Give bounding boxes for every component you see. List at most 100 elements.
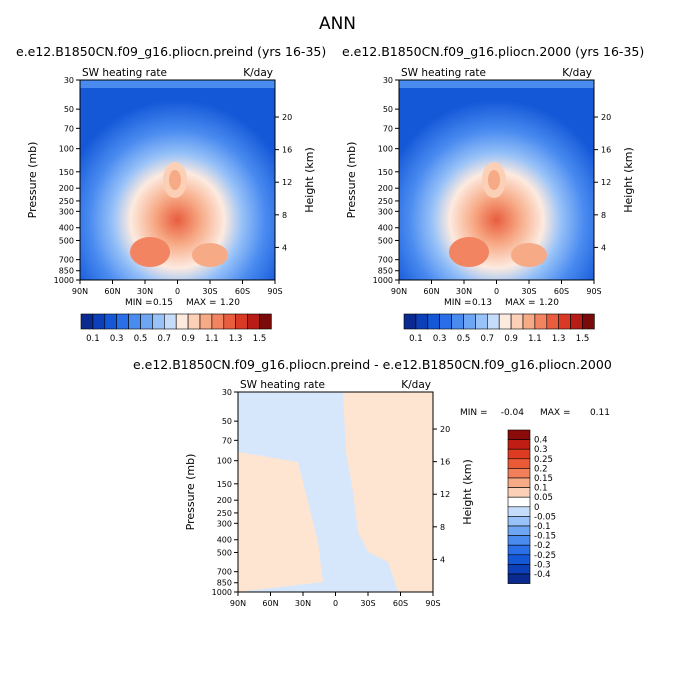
panel1-right-string: K/day — [243, 67, 273, 79]
panel2-xtick-label: 0 — [494, 287, 499, 296]
panel1-left-lobe — [130, 237, 170, 267]
colorbar1-label: 1.1 — [205, 334, 219, 344]
panel1-core-inner — [169, 170, 181, 190]
panel1-plot — [79, 79, 276, 281]
panel3-ylabel: Pressure (mb) — [184, 454, 197, 531]
colorbar1-swatch — [223, 313, 237, 330]
colorbar2-label: 0.5 — [457, 334, 471, 344]
panel1-max-value: 1.20 — [220, 298, 240, 308]
panel3-ytick-label: 70 — [222, 436, 232, 445]
panel3-y2label: Height (km) — [461, 459, 474, 525]
panel1-ylabel: Pressure (mb) — [26, 142, 39, 219]
colorbar2-label: 1.3 — [552, 334, 566, 344]
panel3-right-string: K/day — [401, 379, 431, 391]
panel2-ytick-label: 100 — [378, 145, 393, 154]
panel2-y2tick-label: 16 — [601, 146, 611, 155]
colorbar1-swatch — [247, 313, 260, 330]
panel3-ytick-label: 100 — [217, 457, 232, 466]
colorbar2-swatch — [510, 313, 524, 330]
panel3-left-string: SW heating rate — [240, 379, 325, 391]
panel2-right-string: K/day — [562, 67, 592, 79]
panel2-ytick-label: 1000 — [373, 276, 393, 285]
panel2-max-value: 1.20 — [539, 298, 559, 308]
colorbar3-swatch — [507, 496, 531, 508]
colorbar2-swatch — [498, 313, 512, 330]
panel1-min-value: 0.15 — [153, 298, 173, 308]
main-title: ANN — [318, 14, 357, 34]
panel3-plot — [237, 391, 434, 593]
panel2-ylabel: Pressure (mb) — [345, 142, 358, 219]
colorbar3-swatch — [507, 429, 531, 440]
panel1-xtick-label: 60N — [104, 287, 120, 296]
panel2-y2tick-label: 4 — [601, 243, 606, 252]
panel2-plot — [398, 79, 595, 281]
colorbar3-label: -0.15 — [534, 532, 556, 542]
colorbar1-label: 0.1 — [86, 334, 100, 344]
colorbar2-swatch — [522, 313, 536, 330]
colorbar2-label: 1.1 — [528, 334, 542, 344]
panel1-xtick-label: 90S — [267, 287, 282, 296]
colorbar1-swatch — [187, 313, 201, 330]
panel2-top-band — [399, 80, 594, 88]
panel3-ytick-label: 50 — [222, 417, 232, 426]
panel1-ytick-label: 250 — [59, 197, 74, 206]
panel2-xtick-label: 30N — [456, 287, 472, 296]
colorbar1-swatch — [175, 313, 189, 330]
panel3-y2tick-label: 16 — [440, 458, 450, 467]
panel1-ytick-label: 50 — [64, 105, 74, 114]
colorbar2-swatch — [487, 313, 500, 330]
panel3-ytick-label: 500 — [217, 548, 232, 557]
colorbar1-swatch — [116, 313, 129, 330]
panel2-ytick-label: 30 — [383, 76, 393, 85]
colorbar2-label: 0.3 — [433, 334, 447, 344]
colorbar2-label: 0.7 — [481, 334, 495, 344]
colorbar3-swatch — [507, 516, 531, 527]
panel1-ytick-label: 150 — [59, 168, 74, 177]
colorbar3-label: 0.2 — [534, 464, 548, 474]
panel2-left-string: SW heating rate — [401, 67, 486, 79]
colorbar3-swatch — [507, 544, 531, 556]
colorbar1-swatch — [152, 313, 165, 330]
colorbar3-label: 0.05 — [534, 493, 553, 503]
panel1-title: e.e12.B1850CN.f09_g16.pliocn.preind (yrs… — [16, 44, 327, 59]
panel1-ytick-label: 400 — [59, 224, 74, 233]
colorbar2-label: 0.1 — [409, 334, 423, 344]
panel3-ytick-label: 700 — [217, 568, 232, 577]
panel2-core-inner — [488, 170, 500, 190]
colorbar2-swatch — [427, 313, 440, 330]
panel2-y2tick-label: 12 — [601, 178, 611, 187]
panel3-ytick-label: 150 — [217, 480, 232, 489]
colorbar3-swatch — [507, 573, 531, 584]
colorbar3-label: -0.3 — [534, 560, 551, 570]
panel1-min-label: MIN = — [125, 298, 153, 308]
colorbar1-label: 0.3 — [110, 334, 124, 344]
panel3-ytick-label: 300 — [217, 519, 232, 528]
colorbar3-label: 0.1 — [534, 484, 548, 494]
panel2-title: e.e12.B1850CN.f09_g16.pliocn.2000 (yrs 1… — [342, 44, 645, 59]
panel1-top-band — [80, 80, 275, 88]
colorbar2-swatch — [582, 313, 595, 330]
colorbar2-swatch — [403, 313, 417, 330]
colorbar1-label: 1.3 — [229, 334, 243, 344]
colorbar3-label: 0 — [534, 503, 539, 513]
panel3-ytick-label: 30 — [222, 388, 232, 397]
panel2-ytick-label: 500 — [378, 236, 393, 245]
panel3-xtick-label: 0 — [333, 599, 338, 608]
colorbar1-swatch — [211, 313, 225, 330]
panel2-max-label: MAX = — [505, 298, 536, 308]
panel1-ytick-label: 300 — [59, 207, 74, 216]
colorbar3-label: 0.15 — [534, 474, 553, 484]
panel3-ytick-label: 250 — [217, 509, 232, 518]
panel1-ytick-label: 70 — [64, 124, 74, 133]
colorbar3-label: 0.4 — [534, 436, 548, 446]
colorbar2-label: 0.9 — [504, 334, 518, 344]
panel1-xtick-label: 0 — [175, 287, 180, 296]
panel2-ytick-label: 700 — [378, 256, 393, 265]
panel3-max-value: 0.11 — [590, 408, 610, 418]
colorbar3-swatch — [507, 535, 531, 546]
panel2-ytick-label: 300 — [378, 207, 393, 216]
panel3-y2tick-label: 12 — [440, 490, 450, 499]
panel1-xtick-label: 30S — [202, 287, 217, 296]
colorbar3-swatch — [507, 506, 531, 517]
